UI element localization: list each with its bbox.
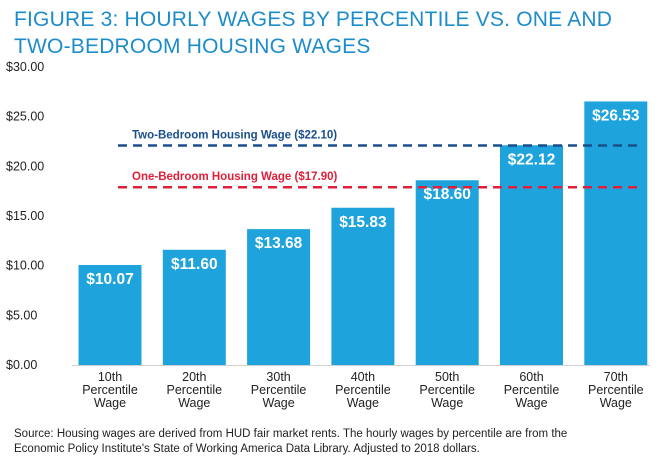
y-tick-label: $5.00	[6, 308, 37, 322]
x-tick-label: Percentile	[504, 383, 560, 397]
x-tick-label: Percentile	[82, 383, 138, 397]
x-tick-label: Percentile	[167, 383, 223, 397]
y-tick-label: $20.00	[6, 159, 44, 173]
x-tick-label: Wage	[431, 396, 463, 410]
x-tick-label: 10th	[98, 370, 122, 384]
x-tick-label: 60th	[519, 370, 543, 384]
bar-value-label: $26.53	[592, 107, 640, 124]
chart-title-line-1: FIGURE 3: HOURLY WAGES BY PERCENTILE VS.…	[14, 8, 613, 31]
y-tick-label: $25.00	[6, 110, 44, 124]
y-tick-label: $10.00	[6, 259, 44, 273]
bar-value-label: $15.83	[339, 214, 387, 231]
bar-value-label: $22.12	[508, 151, 555, 168]
x-tick-label: 50th	[435, 370, 459, 384]
bar-chart: $0.00 $5.00 $10.00 $15.00 $20.00 $25.00 $30.00…	[6, 60, 650, 410]
bar-value-label: $13.68	[255, 235, 303, 252]
bar	[78, 264, 142, 365]
bar-value-label: $11.60	[171, 256, 218, 273]
bar	[584, 101, 648, 366]
y-tick-label: $15.00	[6, 209, 44, 223]
x-tick-label: 40th	[351, 370, 375, 384]
source-note: Source: Housing wages are derived from H…	[14, 427, 654, 457]
y-tick-label: $30.00	[6, 60, 44, 74]
source-note-line-2: Economic Policy Institute's State of Wor…	[14, 443, 480, 455]
x-tick-label: Wage	[600, 396, 632, 410]
x-tick-label: Wage	[94, 396, 126, 410]
y-tick-label: $0.00	[6, 358, 37, 372]
bar	[415, 180, 479, 365]
bar	[247, 229, 311, 365]
x-tick-label: 20th	[182, 370, 206, 384]
one-bedroom-housing-wage-label: One-Bedroom Housing Wage ($17.90)	[132, 171, 337, 183]
x-tick-label: Wage	[178, 396, 210, 410]
chart-title-line-2: TWO-BEDROOM HOUSING WAGES	[14, 35, 371, 58]
two-bedroom-housing-wage-label: Two-Bedroom Housing Wage ($22.10)	[132, 129, 337, 141]
bar	[162, 249, 226, 365]
x-tick-label: Wage	[262, 396, 294, 410]
x-tick-label: Percentile	[251, 383, 307, 397]
x-tick-label: Wage	[347, 396, 379, 410]
source-note-line-1: Source: Housing wages are derived from H…	[14, 428, 568, 440]
x-tick-label: Wage	[515, 396, 547, 410]
bar	[331, 207, 395, 365]
x-tick-label: Percentile	[335, 383, 391, 397]
bar-value-label: $18.60	[423, 186, 470, 203]
x-tick-label: 30th	[266, 370, 290, 384]
x-tick-label: 70th	[604, 370, 628, 384]
bar-value-label: $10.07	[86, 271, 133, 288]
chart-title: FIGURE 3: HOURLY WAGES BY PERCENTILE VS.…	[14, 6, 634, 60]
x-tick-label: Percentile	[588, 383, 644, 397]
bar	[500, 145, 563, 365]
x-tick-label: Percentile	[419, 383, 475, 397]
